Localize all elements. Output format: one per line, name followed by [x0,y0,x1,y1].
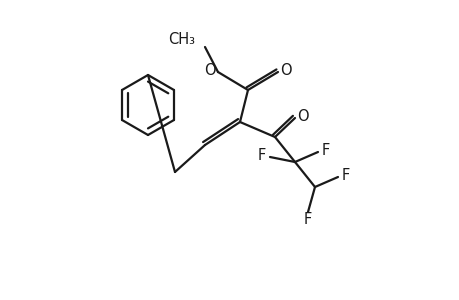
Text: F: F [321,142,330,158]
Text: O: O [204,62,215,77]
Text: F: F [341,167,349,182]
Text: F: F [303,212,312,227]
Text: O: O [297,109,308,124]
Text: F: F [257,148,266,163]
Text: CH₃: CH₃ [168,32,195,46]
Text: O: O [280,62,291,77]
